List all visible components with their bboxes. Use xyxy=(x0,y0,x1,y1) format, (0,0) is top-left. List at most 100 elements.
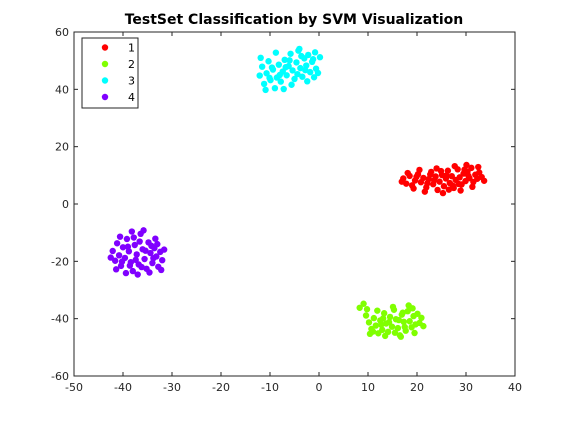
point-series-3-0 xyxy=(257,72,263,78)
point-series-2-39 xyxy=(396,317,402,323)
point-series-3-42 xyxy=(302,67,308,73)
point-series-3-4 xyxy=(265,58,271,64)
point-series-1-45 xyxy=(452,163,458,169)
x-tick-label-4: -10 xyxy=(261,381,279,394)
y-tick-label-1: -40 xyxy=(51,313,69,326)
point-series-2-41 xyxy=(402,324,408,330)
point-series-1-57 xyxy=(438,168,444,174)
point-series-2-45 xyxy=(409,305,415,311)
y-tick-label-3: 0 xyxy=(62,198,69,211)
point-series-3-29 xyxy=(315,70,321,76)
point-series-4-37 xyxy=(125,244,131,250)
legend: 1 2 3 4 xyxy=(82,38,138,108)
point-series-4-31 xyxy=(129,228,135,234)
point-series-2-34 xyxy=(390,304,396,310)
legend-label-1: 1 xyxy=(128,42,135,55)
point-series-2-3 xyxy=(366,319,372,325)
point-series-4-47 xyxy=(131,234,137,240)
point-series-3-15 xyxy=(287,51,293,57)
point-series-4-42 xyxy=(136,238,142,244)
point-series-3-37 xyxy=(304,78,310,84)
point-series-4-45 xyxy=(138,264,144,270)
point-series-2-37 xyxy=(411,330,417,336)
point-series-4-29 xyxy=(117,233,123,239)
point-series-3-18 xyxy=(293,59,299,65)
point-series-1-38 xyxy=(410,185,416,191)
point-series-4-7 xyxy=(124,236,130,242)
point-series-3-36 xyxy=(296,46,302,52)
point-series-3-33 xyxy=(273,49,279,55)
legend-marker-3 xyxy=(102,77,108,83)
legend-label-3: 3 xyxy=(128,75,135,88)
point-series-4-2 xyxy=(114,240,120,246)
point-series-2-46 xyxy=(380,315,386,321)
point-series-1-56 xyxy=(424,180,430,186)
y-tick-label-6: 60 xyxy=(55,26,69,39)
point-series-4-38 xyxy=(133,257,139,263)
point-series-3-38 xyxy=(312,49,318,55)
point-series-4-41 xyxy=(127,262,133,268)
legend-marker-4 xyxy=(102,94,108,100)
x-tick-label-9: 40 xyxy=(508,381,522,394)
point-series-2-32 xyxy=(374,307,380,313)
legend-marker-2 xyxy=(102,61,108,67)
point-series-4-27 xyxy=(108,254,114,260)
point-series-2-30 xyxy=(420,323,426,329)
point-series-4-32 xyxy=(135,271,141,277)
point-series-2-2 xyxy=(363,312,369,318)
y-tick-label-5: 40 xyxy=(55,83,69,96)
x-tick-label-5: 0 xyxy=(316,381,323,394)
point-series-2-6 xyxy=(373,322,379,328)
point-series-1-41 xyxy=(427,171,433,177)
point-series-3-13 xyxy=(283,72,289,78)
point-series-4-34 xyxy=(146,269,152,275)
point-series-2-42 xyxy=(364,306,370,312)
point-series-3-47 xyxy=(286,57,292,63)
point-series-4-12 xyxy=(134,251,140,257)
point-series-2-29 xyxy=(418,315,424,321)
point-series-4-0 xyxy=(110,248,116,254)
point-series-1-40 xyxy=(422,188,428,194)
point-series-2-23 xyxy=(406,318,412,324)
point-series-4-44 xyxy=(119,258,125,264)
point-series-2-38 xyxy=(386,319,392,325)
point-series-4-33 xyxy=(140,227,146,233)
point-series-3-39 xyxy=(269,64,275,70)
point-series-3-7 xyxy=(272,85,278,91)
point-series-3-9 xyxy=(276,61,282,67)
chart-title: TestSet Classification by SVM Visualizat… xyxy=(125,12,464,28)
point-series-2-35 xyxy=(398,334,404,340)
point-series-1-39 xyxy=(416,167,422,173)
point-series-1-36 xyxy=(481,178,487,184)
point-series-4-39 xyxy=(142,248,148,254)
point-series-1-43 xyxy=(440,190,446,196)
point-series-3-46 xyxy=(266,75,272,81)
point-series-2-1 xyxy=(360,301,366,307)
point-series-4-16 xyxy=(141,256,147,262)
point-series-3-30 xyxy=(317,54,323,60)
legend-label-2: 2 xyxy=(128,58,135,71)
point-series-1-53 xyxy=(465,173,471,179)
point-series-3-32 xyxy=(262,87,268,93)
y-tick-label-4: 20 xyxy=(55,141,69,154)
point-series-2-40 xyxy=(378,321,384,327)
legend-marker-1 xyxy=(102,44,108,50)
x-tick-label-7: 20 xyxy=(410,381,424,394)
legend-label-4: 4 xyxy=(128,91,135,104)
point-series-4-40 xyxy=(150,255,156,261)
point-series-1-52 xyxy=(455,181,461,187)
point-series-3-31 xyxy=(257,55,263,61)
point-series-3-41 xyxy=(294,71,300,77)
point-series-4-25 xyxy=(159,257,165,263)
point-series-2-33 xyxy=(382,333,388,339)
point-series-4-3 xyxy=(116,252,122,258)
point-series-2-5 xyxy=(371,315,377,321)
point-series-1-58 xyxy=(450,182,456,188)
x-tick-label-8: 30 xyxy=(459,381,473,394)
point-series-3-34 xyxy=(281,86,287,92)
point-series-1-13 xyxy=(434,187,440,193)
point-series-4-26 xyxy=(161,246,167,252)
point-series-3-40 xyxy=(282,64,288,70)
point-series-4-43 xyxy=(148,243,154,249)
x-tick-label-1: -40 xyxy=(114,381,132,394)
